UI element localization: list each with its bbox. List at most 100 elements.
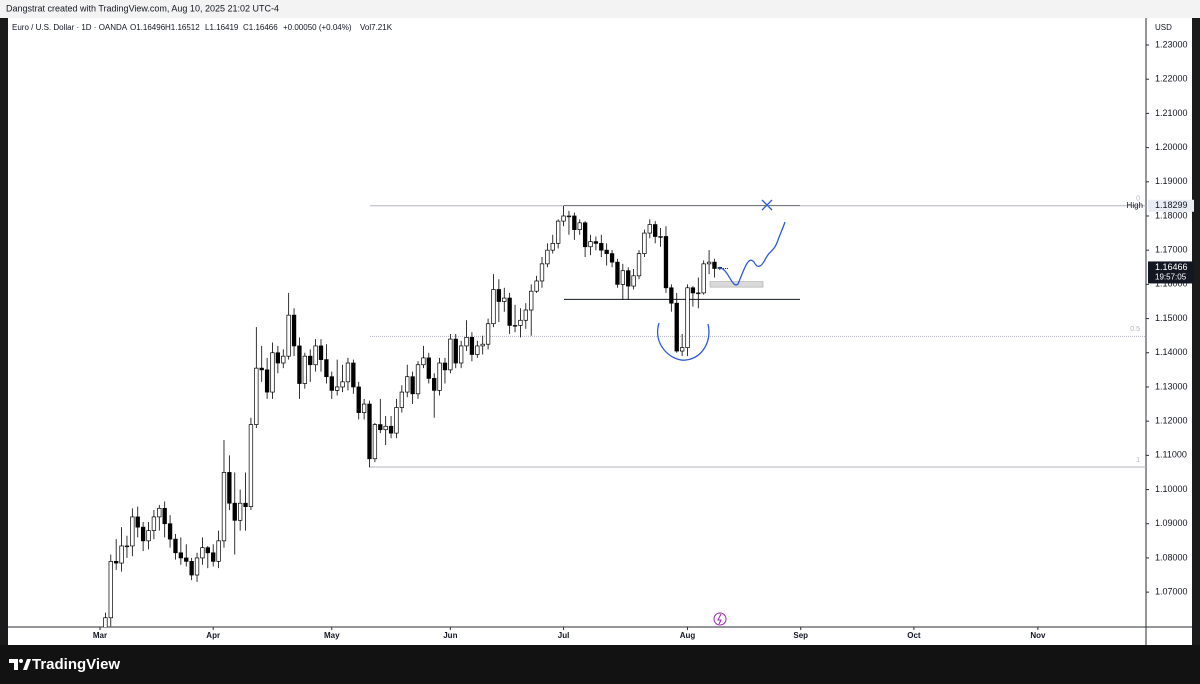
volume: Vol7.21K bbox=[360, 23, 393, 32]
candle-body bbox=[135, 516, 140, 528]
candle-body bbox=[701, 263, 706, 294]
y-tick-label: 1.12000 bbox=[1155, 416, 1188, 426]
plot-area bbox=[103, 205, 1146, 627]
candle-body bbox=[426, 357, 431, 379]
candle-body bbox=[324, 359, 329, 378]
event-icon bbox=[713, 612, 727, 626]
candle-body bbox=[706, 261, 712, 265]
drawings bbox=[656, 199, 786, 361]
fib-level-label: 0 bbox=[1136, 196, 1140, 203]
candle-body bbox=[685, 287, 690, 348]
candle-body bbox=[534, 280, 539, 292]
candle-body bbox=[302, 355, 307, 384]
candle-body bbox=[351, 362, 356, 388]
candle-body bbox=[281, 355, 286, 364]
change: +0.00050 (+0.04%) bbox=[283, 23, 352, 32]
candle-body bbox=[577, 222, 582, 231]
candle-body bbox=[604, 249, 609, 254]
candle-body bbox=[464, 337, 469, 347]
y-tick-label: 1.20000 bbox=[1155, 142, 1188, 152]
candle-body bbox=[184, 557, 189, 562]
candle-body bbox=[173, 538, 178, 554]
candle-body bbox=[529, 290, 534, 311]
x-tick-label: May bbox=[324, 631, 340, 640]
y-tick-label: 1.23000 bbox=[1155, 39, 1188, 49]
candle-body bbox=[318, 345, 324, 360]
last-price-label: 1.16466 bbox=[1155, 262, 1188, 272]
attribution-bar bbox=[0, 0, 1200, 18]
candle-body bbox=[669, 287, 674, 304]
x-tick-label: Mar bbox=[93, 631, 107, 640]
y-tick-label: 1.16000 bbox=[1155, 279, 1188, 289]
candle-body bbox=[502, 297, 507, 302]
attribution: Dangstrat created with TradingView.com, … bbox=[6, 3, 279, 13]
y-tick-label: 1.19000 bbox=[1155, 176, 1188, 186]
candle-body bbox=[146, 530, 151, 542]
candle-body bbox=[679, 347, 685, 352]
candle-body bbox=[157, 507, 162, 518]
candle-body bbox=[620, 270, 625, 285]
ohlc-low: L1.16419 bbox=[205, 23, 239, 32]
candle-body bbox=[626, 270, 631, 287]
candle-body bbox=[221, 472, 227, 542]
fib-level-label: 1 bbox=[1136, 457, 1140, 464]
y-tick-label: 1.13000 bbox=[1155, 381, 1188, 391]
candle-body bbox=[647, 224, 652, 234]
candle-body bbox=[599, 242, 604, 251]
candle-body bbox=[124, 545, 130, 548]
fib-level-label: 0.5 bbox=[1130, 326, 1140, 333]
candle-body bbox=[367, 403, 372, 460]
candle-body bbox=[572, 215, 577, 231]
candle-body bbox=[469, 337, 475, 355]
candle-body bbox=[114, 560, 119, 564]
high-label: High bbox=[1127, 201, 1143, 210]
candle-body bbox=[588, 241, 593, 248]
candle-body bbox=[631, 275, 636, 287]
candle-body bbox=[512, 325, 518, 327]
candle-body bbox=[108, 560, 113, 619]
x-tick-label: Jul bbox=[558, 631, 570, 640]
candle-body bbox=[119, 545, 124, 564]
candle-body bbox=[609, 253, 615, 263]
candle-body bbox=[286, 314, 291, 357]
candle-body bbox=[663, 236, 669, 289]
last-price-box bbox=[1148, 261, 1194, 284]
footer bbox=[0, 645, 1200, 684]
candle-body bbox=[140, 526, 146, 542]
x-tick-label: Nov bbox=[1030, 631, 1046, 640]
candle-body bbox=[205, 547, 210, 554]
candle-body bbox=[291, 314, 297, 347]
projection-scribble bbox=[717, 221, 786, 286]
candle-body bbox=[712, 261, 717, 269]
candle-body bbox=[523, 309, 528, 321]
candle-body bbox=[103, 617, 108, 627]
high-price-label: 1.18299 bbox=[1155, 200, 1188, 210]
y-tick-label: 1.10000 bbox=[1155, 484, 1188, 494]
x-tick-label: Jun bbox=[443, 631, 457, 640]
cup-arc bbox=[656, 322, 710, 361]
candle-body bbox=[642, 232, 647, 254]
logo: TradingView bbox=[32, 656, 120, 673]
candle-body bbox=[297, 345, 302, 384]
y-tick-label: 1.07000 bbox=[1155, 586, 1188, 596]
candle-body bbox=[448, 338, 453, 371]
candle-body bbox=[582, 222, 588, 248]
high-price-box bbox=[1148, 199, 1194, 212]
ohlc-close: C1.16466 bbox=[243, 23, 278, 32]
candle-body bbox=[329, 376, 334, 391]
candle-body bbox=[383, 425, 388, 431]
y-tick-label: 1.15000 bbox=[1155, 313, 1188, 323]
candle-body bbox=[151, 516, 157, 531]
candle-body bbox=[545, 249, 550, 265]
candle-body bbox=[243, 502, 248, 507]
candle-body bbox=[410, 376, 415, 395]
y-tick-label: 1.09000 bbox=[1155, 518, 1188, 528]
candle-body bbox=[561, 215, 566, 222]
candle-body bbox=[550, 242, 555, 251]
candle-body bbox=[372, 424, 378, 460]
candle-body bbox=[270, 352, 275, 393]
candle-body bbox=[593, 241, 599, 244]
candle-body bbox=[696, 292, 701, 295]
candle-body bbox=[340, 381, 345, 388]
